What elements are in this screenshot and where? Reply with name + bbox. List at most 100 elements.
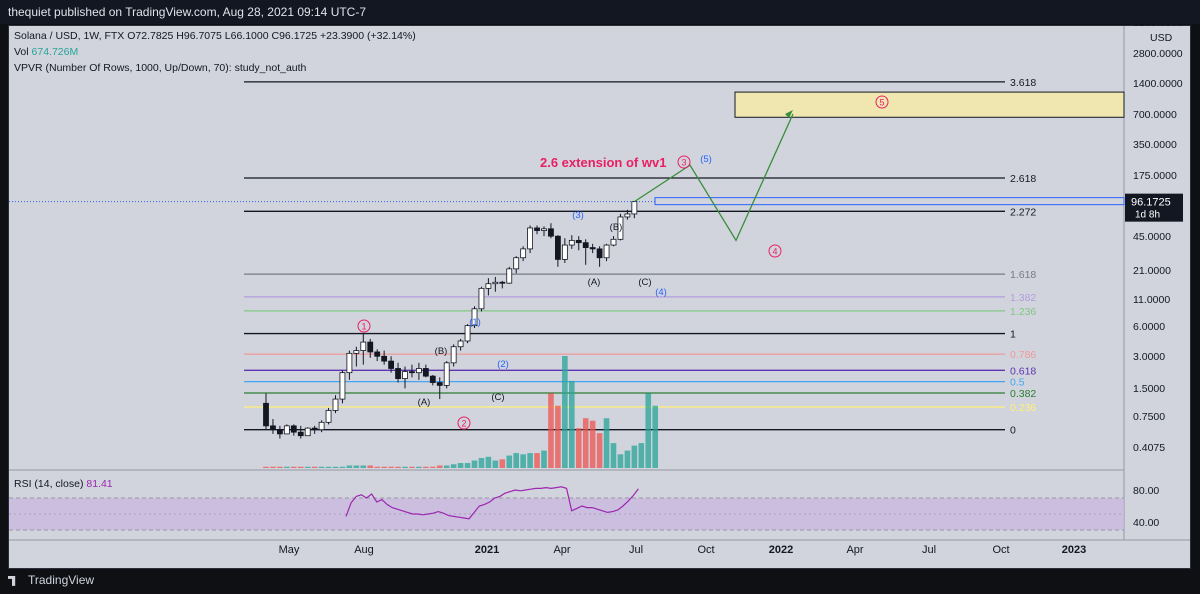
volume-bar: [291, 466, 297, 468]
wave-label-pink: 1: [361, 322, 366, 332]
candle-body: [367, 341, 374, 353]
volume-bar: [485, 456, 492, 468]
volume-bar: [388, 466, 394, 468]
fib-level-label: 0: [1010, 425, 1016, 437]
volume-bar: [471, 460, 478, 468]
volume-bar: [645, 393, 652, 468]
ohlc-open-value: 72.7825: [135, 30, 174, 42]
wave-label-pink: 5: [879, 98, 884, 108]
rsi-legend[interactable]: RSI (14, close) 81.41: [14, 478, 113, 490]
vpvr-legend[interactable]: VPVR (Number Of Rows, 1000, Up/Down, 70)…: [14, 62, 306, 74]
volume-bar: [367, 465, 374, 468]
volume-bar: [631, 445, 638, 468]
volume-bar: [638, 443, 645, 468]
fib-level-label: 2.618: [1010, 173, 1036, 185]
fib-level-label: 3.618: [1010, 77, 1036, 89]
candle-body: [527, 227, 533, 250]
candle-body: [610, 238, 617, 246]
candle-body: [402, 371, 408, 379]
candle-body: [589, 247, 596, 250]
volume-bar: [443, 465, 450, 468]
wave-label-abc: (A): [418, 397, 431, 408]
price-axis-tick: 350.0000: [1133, 139, 1177, 151]
ohlc-close-label: C: [271, 30, 280, 42]
fib-level-label: 1.618: [1010, 269, 1036, 281]
volume-bar: [353, 465, 360, 468]
time-axis-tick: May: [279, 544, 300, 556]
fib-level-label: 0.5: [1010, 377, 1025, 389]
volume-label[interactable]: Vol: [14, 46, 29, 58]
volume-bar: [346, 465, 353, 468]
candle-body: [631, 201, 638, 215]
candle-body: [395, 368, 401, 379]
wave-label-pink: 4: [772, 247, 777, 257]
rsi-band: [9, 498, 1124, 530]
time-axis-tick: 2021: [475, 544, 499, 556]
volume-bar: [464, 463, 471, 468]
volume-bar: [409, 466, 415, 468]
volume-bar: [624, 450, 631, 468]
candle-body: [346, 352, 353, 374]
symbol-legend: Solana / USD, 1W, FTX O72.7825 H96.7075 …: [14, 30, 416, 42]
wave-projection-line: [633, 113, 794, 242]
volume-bar: [318, 466, 325, 468]
wave-label-blue: (1): [469, 317, 481, 328]
candle-body: [332, 398, 339, 411]
price-axis-tick: 0.7500: [1133, 411, 1165, 423]
candle-body: [485, 283, 492, 289]
volume-bar: [381, 466, 387, 468]
volume-bar: [332, 466, 339, 468]
candle-body: [325, 410, 332, 423]
candle-body: [624, 213, 631, 218]
volume-bar: [617, 454, 624, 468]
fib-level-label: 0.382: [1010, 388, 1036, 400]
candle-body: [283, 425, 290, 435]
countdown-label: 1d 8h: [1135, 210, 1160, 221]
time-axis-tick: Jul: [629, 544, 643, 556]
price-axis-unit: USD: [1150, 32, 1173, 44]
candle-body: [436, 382, 443, 386]
wave-circle-icon: [457, 416, 471, 430]
last-price-badge: [1125, 193, 1183, 222]
volume-bar: [360, 465, 367, 468]
rsi-value: 81.41: [86, 478, 113, 490]
symbol-title[interactable]: Solana / USD, 1W, FTX: [14, 30, 125, 42]
candle-body: [471, 308, 478, 327]
candle-body: [422, 368, 429, 377]
candle-body: [297, 431, 304, 437]
price-axis-tick: 2800.0000: [1133, 48, 1183, 60]
wave-label-abc: (B): [610, 222, 623, 233]
volume-bar: [582, 418, 589, 468]
ohlc-open-label: O: [127, 30, 136, 42]
price-axis-tick: 700.0000: [1133, 109, 1177, 121]
candle-body: [360, 341, 367, 351]
candle-body: [374, 351, 381, 357]
time-axis-tick: 2023: [1062, 544, 1086, 556]
volume-bar: [304, 466, 311, 468]
volume-bar: [492, 460, 499, 468]
candle-body: [513, 257, 520, 270]
volume-bar: [652, 405, 658, 468]
candle-body: [339, 372, 346, 400]
candle-body: [541, 228, 547, 231]
candle-body: [457, 340, 464, 348]
footer-brand: TradingView: [8, 570, 94, 590]
rsi-line: [345, 486, 639, 520]
volume-bar: [277, 466, 283, 468]
wave-circle-icon: [875, 95, 889, 109]
publish-header: thequiet published on TradingView.com, A…: [0, 0, 1200, 24]
candle-body: [304, 427, 311, 437]
time-axis-tick: Oct: [697, 544, 714, 556]
ohlc-high-label: H: [176, 30, 184, 42]
fib-level-label: 1: [1010, 329, 1016, 341]
volume-bar: [527, 453, 533, 468]
wave-label-abc: (B): [435, 346, 448, 357]
candle-body: [290, 425, 297, 433]
time-axis-tick: Oct: [992, 544, 1009, 556]
candle-body: [311, 427, 318, 431]
volume-bar: [596, 433, 603, 468]
change-value: +23.3900 (+32.14%): [319, 30, 416, 42]
ohlc-close-value: 96.1725: [279, 30, 318, 42]
rsi-label: RSI (14, close): [14, 478, 84, 490]
